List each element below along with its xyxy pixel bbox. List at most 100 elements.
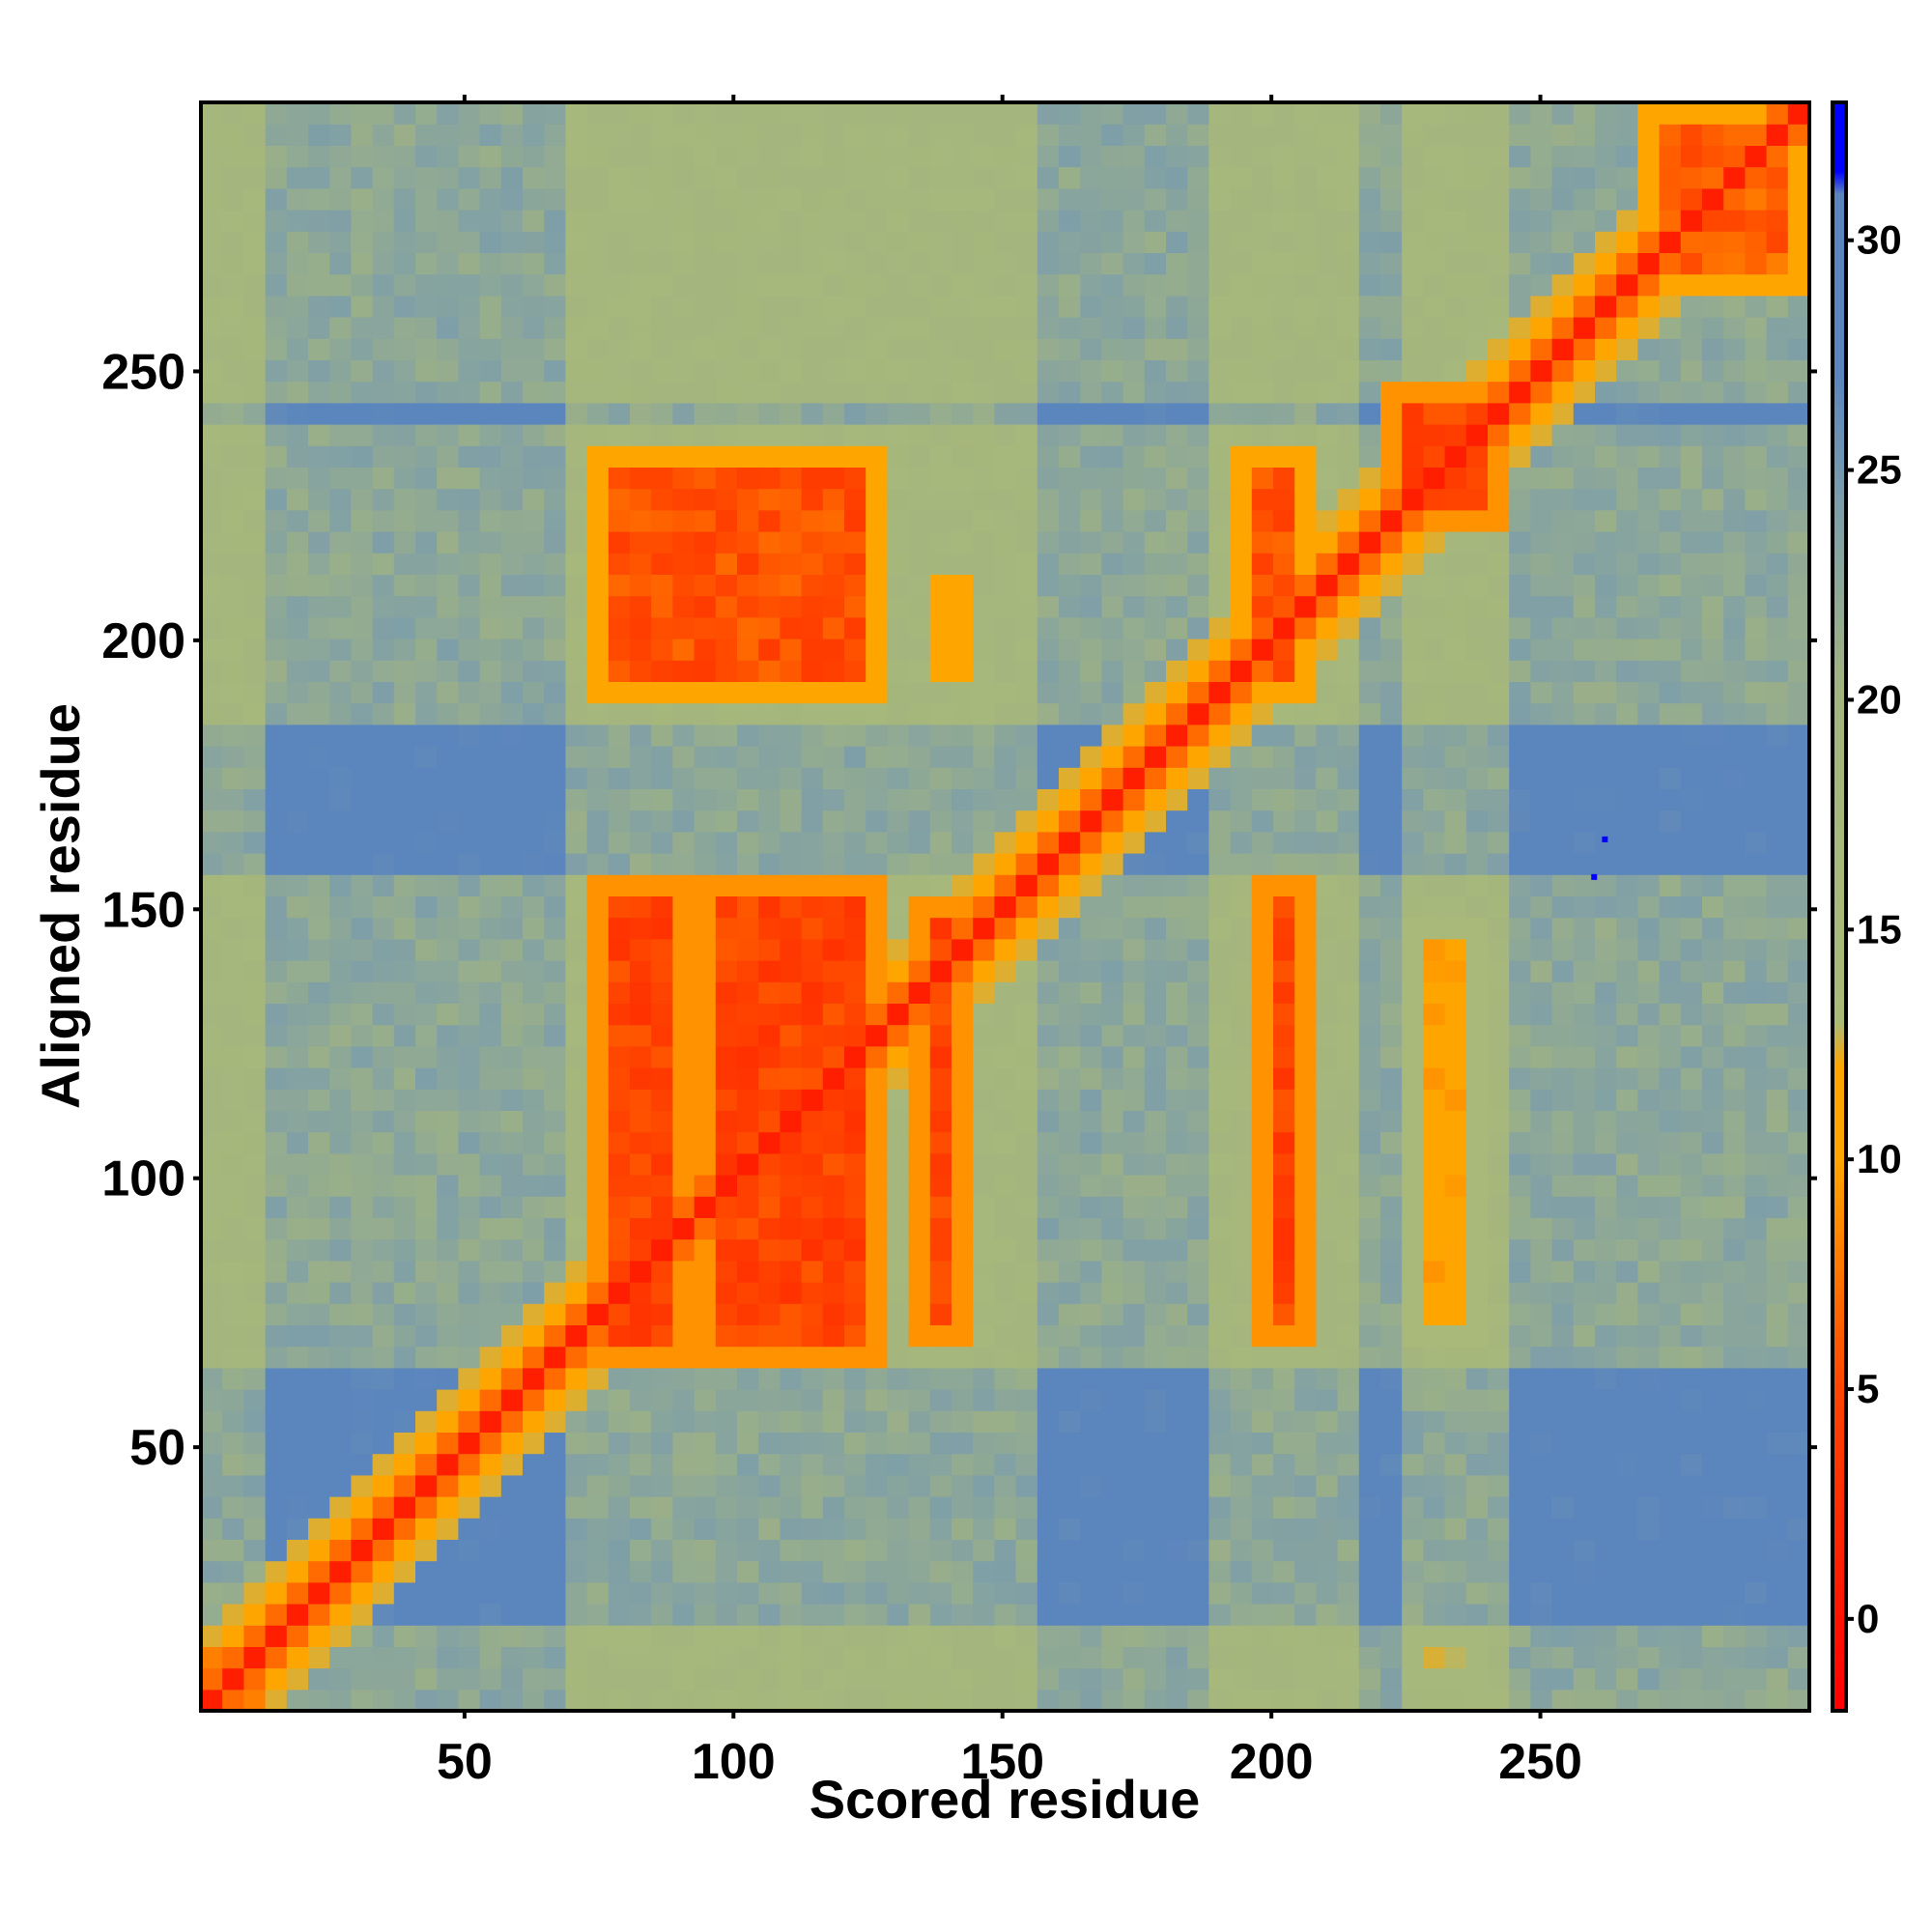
heatmap-cell [694, 767, 717, 789]
heatmap-cell [437, 488, 459, 511]
heatmap-cell [1465, 402, 1489, 425]
heatmap-cell [1316, 1067, 1339, 1090]
heatmap-cell [586, 359, 610, 383]
heatmap-cell [908, 1067, 931, 1090]
heatmap-cell [1144, 1604, 1167, 1626]
heatmap-cell [1166, 231, 1188, 253]
heatmap-cell [1423, 746, 1446, 768]
heatmap-cell [952, 938, 974, 961]
heatmap-cell [1358, 960, 1381, 982]
heatmap-cell [844, 1453, 867, 1476]
heatmap-cell [952, 574, 974, 597]
heatmap-cell [1337, 702, 1360, 725]
heatmap-cell [393, 1432, 416, 1455]
heatmap-cell [1294, 981, 1317, 1004]
heatmap-cell [1380, 1217, 1403, 1240]
heatmap-cell [908, 467, 931, 490]
heatmap-cell [929, 338, 952, 360]
heatmap-cell [1509, 1560, 1531, 1583]
heatmap-cell [694, 639, 717, 661]
heatmap-cell [458, 1024, 481, 1047]
heatmap-cell [866, 681, 888, 704]
heatmap-cell [651, 124, 673, 146]
heatmap-cell [694, 1410, 717, 1433]
heatmap-cell [523, 1067, 545, 1090]
heatmap-cell [544, 187, 566, 211]
heatmap-cell [500, 938, 524, 961]
heatmap-cell [1294, 317, 1317, 339]
heatmap-cell [780, 509, 803, 532]
heatmap-cell [1530, 1152, 1553, 1176]
heatmap-cell [286, 531, 309, 554]
heatmap-cell [929, 1217, 952, 1240]
heatmap-cell [822, 1518, 845, 1540]
heatmap-cell [1230, 1367, 1253, 1390]
heatmap-cell [929, 231, 952, 253]
heatmap-cell [608, 1689, 631, 1711]
heatmap-cell [1380, 767, 1403, 789]
heatmap-cell [1273, 359, 1295, 383]
heatmap-cell [222, 1217, 244, 1240]
heatmap-cell [1166, 166, 1188, 189]
heatmap-cell [1380, 187, 1403, 211]
heatmap-cell [351, 724, 374, 747]
heatmap-cell [1551, 981, 1575, 1004]
heatmap-cell [1358, 1196, 1381, 1218]
heatmap-cell [415, 1367, 438, 1390]
heatmap-cell [694, 1646, 717, 1669]
heatmap-cell [801, 981, 824, 1004]
heatmap-cell [523, 595, 545, 618]
heatmap-cell [672, 1474, 696, 1497]
heatmap-cell [372, 1217, 395, 1240]
heatmap-cell [994, 1196, 1017, 1218]
heatmap-cell [1251, 960, 1274, 982]
heatmap-cell [243, 724, 267, 747]
heatmap-cell [351, 1625, 374, 1647]
heatmap-cell [372, 166, 395, 189]
heatmap-cell [415, 595, 438, 618]
heatmap-cell [437, 1303, 459, 1325]
heatmap-cell [286, 295, 309, 318]
heatmap-cell [1080, 424, 1102, 446]
heatmap-cell [523, 1389, 545, 1411]
heatmap-cell [1230, 1474, 1253, 1497]
heatmap-cell [608, 295, 631, 318]
heatmap-cell [1402, 681, 1424, 704]
heatmap-cell [952, 1604, 974, 1626]
heatmap-cell [586, 831, 610, 854]
heatmap-cell [351, 1410, 374, 1433]
heatmap-cell [866, 853, 888, 875]
heatmap-cell [973, 810, 995, 833]
heatmap-cell [1122, 210, 1146, 232]
heatmap-cell [651, 1045, 673, 1068]
heatmap-cell [1015, 1175, 1038, 1197]
heatmap-cell [1616, 1238, 1638, 1262]
heatmap-cell [351, 1024, 374, 1047]
heatmap-cell [929, 1474, 952, 1497]
heatmap-cell [329, 639, 352, 661]
heatmap-cell [1251, 1110, 1274, 1133]
heatmap-cell [780, 788, 803, 811]
heatmap-cell [523, 210, 545, 232]
heatmap-cell [1380, 553, 1403, 575]
heatmap-cell [1122, 681, 1146, 704]
heatmap-cell [1573, 402, 1596, 425]
heatmap-cell [544, 746, 566, 768]
heatmap-cell [1251, 1175, 1274, 1197]
heatmap-cell [1230, 359, 1253, 383]
heatmap-cell [351, 359, 374, 383]
heatmap-cell [672, 1152, 696, 1176]
heatmap-cell [994, 231, 1017, 253]
heatmap-cell [1294, 681, 1317, 704]
heatmap-cell [1551, 1217, 1575, 1240]
heatmap-cell [1488, 102, 1510, 125]
heatmap-cell [565, 1432, 588, 1455]
heatmap-cell [908, 702, 931, 725]
heatmap-cell [1488, 1217, 1510, 1240]
heatmap-cell [1037, 359, 1060, 383]
heatmap-cell [737, 252, 759, 275]
heatmap-cell [758, 338, 781, 360]
heatmap-cell [866, 467, 888, 490]
heatmap-cell [973, 1646, 995, 1669]
heatmap-cell [844, 1560, 867, 1583]
